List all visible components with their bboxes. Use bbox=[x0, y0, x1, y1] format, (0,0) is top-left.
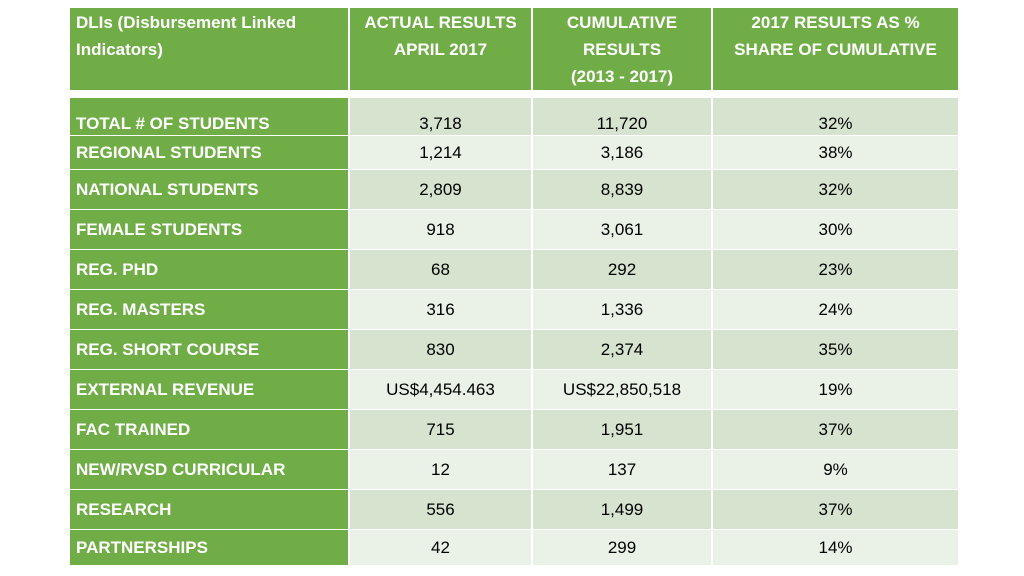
share-cell: 32% bbox=[713, 98, 958, 136]
table-row: REG. SHORT COURSE 830 2,374 35% bbox=[70, 330, 958, 370]
cumulative-cell: 1,336 bbox=[533, 290, 713, 330]
indicator-cell: EXTERNAL REVENUE bbox=[70, 370, 350, 410]
share-cell: 24% bbox=[713, 290, 958, 330]
table-row: PARTNERSHIPS 42 299 14% bbox=[70, 530, 958, 566]
share-cell: 35% bbox=[713, 330, 958, 370]
header-cumulative-results: CUMULATIVE RESULTS (2013 - 2017) bbox=[533, 8, 713, 98]
cumulative-cell: 137 bbox=[533, 450, 713, 490]
indicator-cell: RESEARCH bbox=[70, 490, 350, 530]
share-cell: 37% bbox=[713, 490, 958, 530]
share-cell: 30% bbox=[713, 210, 958, 250]
cumulative-cell: 3,061 bbox=[533, 210, 713, 250]
actual-cell: 3,718 bbox=[350, 98, 533, 136]
share-cell: 9% bbox=[713, 450, 958, 490]
header-dlis: DLIs (Disbursement Linked Indicators) bbox=[70, 8, 350, 98]
actual-cell: 12 bbox=[350, 450, 533, 490]
table-row: NEW/RVSD CURRICULAR 12 137 9% bbox=[70, 450, 958, 490]
indicator-cell: FAC TRAINED bbox=[70, 410, 350, 450]
cumulative-cell: 299 bbox=[533, 530, 713, 566]
share-cell: 23% bbox=[713, 250, 958, 290]
actual-cell: 316 bbox=[350, 290, 533, 330]
table-row: REG. PHD 68 292 23% bbox=[70, 250, 958, 290]
cumulative-cell: US$22,850,518 bbox=[533, 370, 713, 410]
actual-cell: 2,809 bbox=[350, 170, 533, 210]
cumulative-cell: 1,951 bbox=[533, 410, 713, 450]
table-row: TOTAL # OF STUDENTS 3,718 11,720 32% bbox=[70, 98, 958, 136]
actual-cell: 68 bbox=[350, 250, 533, 290]
header-actual-results: ACTUAL RESULTS APRIL 2017 bbox=[350, 8, 533, 98]
cumulative-cell: 8,839 bbox=[533, 170, 713, 210]
share-cell: 32% bbox=[713, 170, 958, 210]
cumulative-cell: 11,720 bbox=[533, 98, 713, 136]
table-row: FAC TRAINED 715 1,951 37% bbox=[70, 410, 958, 450]
share-cell: 37% bbox=[713, 410, 958, 450]
table-row: EXTERNAL REVENUE US$4,454.463 US$22,850,… bbox=[70, 370, 958, 410]
share-cell: 19% bbox=[713, 370, 958, 410]
table-row: REGIONAL STUDENTS 1,214 3,186 38% bbox=[70, 136, 958, 170]
table-header-row: DLIs (Disbursement Linked Indicators) AC… bbox=[70, 8, 958, 98]
indicator-cell: TOTAL # OF STUDENTS bbox=[70, 98, 350, 136]
results-table: DLIs (Disbursement Linked Indicators) AC… bbox=[70, 8, 958, 566]
indicator-cell: FEMALE STUDENTS bbox=[70, 210, 350, 250]
indicator-cell: NATIONAL STUDENTS bbox=[70, 170, 350, 210]
table-row: REG. MASTERS 316 1,336 24% bbox=[70, 290, 958, 330]
actual-cell: 715 bbox=[350, 410, 533, 450]
actual-cell: 42 bbox=[350, 530, 533, 566]
indicator-cell: PARTNERSHIPS bbox=[70, 530, 350, 566]
header-share: 2017 RESULTS AS % SHARE OF CUMULATIVE bbox=[713, 8, 958, 98]
indicator-cell: REG. SHORT COURSE bbox=[70, 330, 350, 370]
actual-cell: 1,214 bbox=[350, 136, 533, 170]
indicator-cell: REG. PHD bbox=[70, 250, 350, 290]
indicator-cell: REG. MASTERS bbox=[70, 290, 350, 330]
actual-cell: 830 bbox=[350, 330, 533, 370]
table-row: RESEARCH 556 1,499 37% bbox=[70, 490, 958, 530]
cumulative-cell: 1,499 bbox=[533, 490, 713, 530]
table-row: FEMALE STUDENTS 918 3,061 30% bbox=[70, 210, 958, 250]
table-row: NATIONAL STUDENTS 2,809 8,839 32% bbox=[70, 170, 958, 210]
cumulative-cell: 2,374 bbox=[533, 330, 713, 370]
share-cell: 14% bbox=[713, 530, 958, 566]
actual-cell: US$4,454.463 bbox=[350, 370, 533, 410]
actual-cell: 556 bbox=[350, 490, 533, 530]
indicator-cell: REGIONAL STUDENTS bbox=[70, 136, 350, 170]
cumulative-cell: 3,186 bbox=[533, 136, 713, 170]
indicator-cell: NEW/RVSD CURRICULAR bbox=[70, 450, 350, 490]
cumulative-cell: 292 bbox=[533, 250, 713, 290]
share-cell: 38% bbox=[713, 136, 958, 170]
actual-cell: 918 bbox=[350, 210, 533, 250]
